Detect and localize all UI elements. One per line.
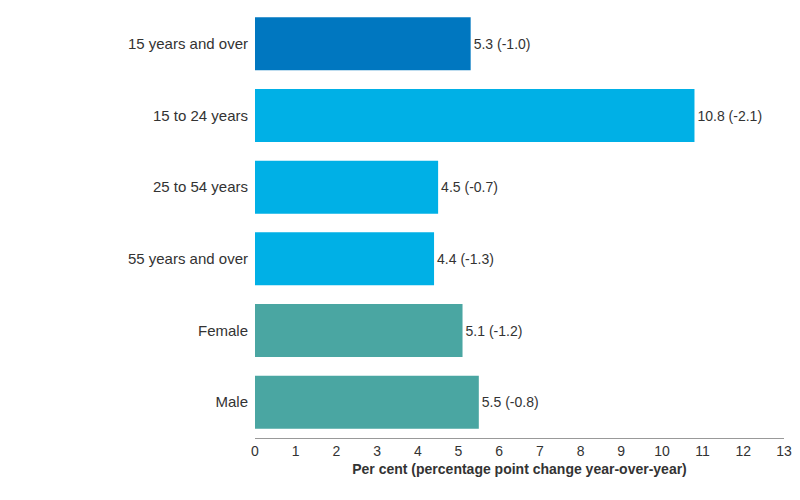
svg-text:4.4 (-1.3): 4.4 (-1.3) [437,251,494,267]
svg-text:10.8 (-2.1): 10.8 (-2.1) [697,108,762,124]
svg-text:5.5 (-0.8): 5.5 (-0.8) [482,394,539,410]
svg-text:1: 1 [292,443,300,459]
svg-text:11: 11 [695,443,710,459]
svg-text:15 to 24 years: 15 to 24 years [153,107,248,124]
svg-text:Per cent (percentage point cha: Per cent (percentage point change year-o… [352,461,687,477]
svg-text:7: 7 [536,443,544,459]
svg-text:4.5 (-0.7): 4.5 (-0.7) [441,179,498,195]
svg-text:5.1 (-1.2): 5.1 (-1.2) [466,323,523,339]
svg-text:8: 8 [577,443,585,459]
svg-text:Male: Male [215,393,248,410]
svg-text:55 years and over: 55 years and over [128,250,248,267]
svg-text:9: 9 [617,443,625,459]
svg-text:Female: Female [198,322,248,339]
svg-text:3: 3 [373,443,381,459]
svg-text:15 years and over: 15 years and over [128,35,248,52]
svg-text:5: 5 [455,443,463,459]
svg-text:25 to 54 years: 25 to 54 years [153,178,248,195]
svg-text:5.3 (-1.0): 5.3 (-1.0) [474,36,531,52]
svg-text:12: 12 [736,443,752,459]
svg-text:4: 4 [414,443,422,459]
svg-text:13: 13 [776,443,792,459]
svg-text:0: 0 [251,443,259,459]
svg-text:2: 2 [332,443,340,459]
svg-text:6: 6 [495,443,503,459]
svg-text:10: 10 [654,443,670,459]
